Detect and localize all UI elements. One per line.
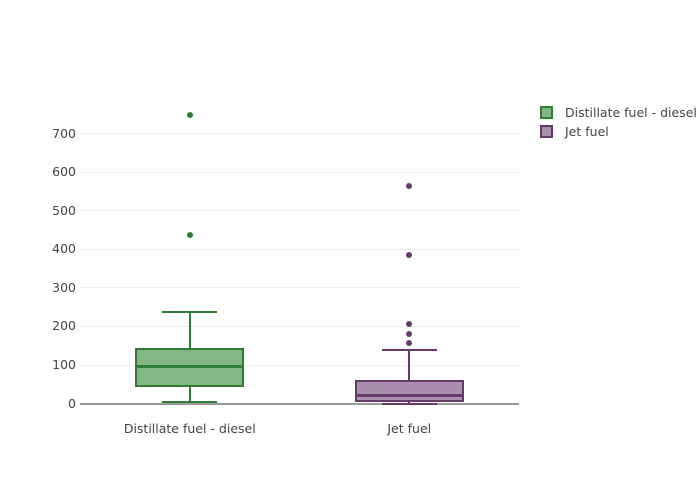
y-tick-label: 700 xyxy=(52,125,76,141)
box-jetfuel[interactable] xyxy=(354,380,464,403)
outlier-point[interactable] xyxy=(406,331,413,338)
x-axis-line xyxy=(80,402,519,405)
x-category-label: Jet fuel xyxy=(387,421,432,436)
y-gridline xyxy=(80,133,519,135)
lower-whisker-cap xyxy=(381,402,437,405)
y-tick-label: 200 xyxy=(52,318,76,334)
y-tick-label: 300 xyxy=(52,279,76,295)
y-tick-label: 400 xyxy=(52,241,76,257)
y-gridline xyxy=(80,287,519,289)
y-gridline xyxy=(80,171,519,173)
legend-item-jetfuel[interactable]: Jet fuel xyxy=(540,122,697,141)
legend-swatch-distillate-icon[interactable] xyxy=(540,106,553,119)
y-tick-label: 500 xyxy=(52,202,76,218)
y-gridline xyxy=(80,364,519,366)
y-tick-label: 0 xyxy=(68,395,76,411)
legend-label-jetfuel: Jet fuel xyxy=(565,124,609,139)
outlier-point[interactable] xyxy=(186,112,193,119)
median-line[interactable] xyxy=(135,365,245,369)
outlier-point[interactable] xyxy=(406,340,413,347)
outlier-point[interactable] xyxy=(186,232,193,239)
lower-whisker-line xyxy=(188,386,191,403)
outlier-point[interactable] xyxy=(406,183,413,190)
outlier-point[interactable] xyxy=(406,252,413,259)
outlier-point[interactable] xyxy=(406,320,413,327)
y-gridline xyxy=(80,210,519,212)
legend-item-distillate[interactable]: Distillate fuel - diesel xyxy=(540,103,697,122)
y-gridline xyxy=(80,325,519,327)
y-tick-label: 100 xyxy=(52,357,76,372)
x-category-label: Distillate fuel - diesel xyxy=(123,421,256,436)
upper-whisker-cap xyxy=(381,349,437,352)
y-gridline xyxy=(80,248,519,250)
upper-whisker-cap xyxy=(162,311,218,314)
y-tick-label: 600 xyxy=(52,164,76,180)
median-line[interactable] xyxy=(354,393,464,397)
upper-whisker-line xyxy=(188,312,191,348)
upper-whisker-line xyxy=(408,350,411,381)
legend: Distillate fuel - diesel Jet fuel xyxy=(540,103,697,141)
legend-label-distillate: Distillate fuel - diesel xyxy=(565,105,697,120)
legend-swatch-jetfuel-icon[interactable] xyxy=(540,125,553,138)
lower-whisker-cap xyxy=(162,401,218,404)
